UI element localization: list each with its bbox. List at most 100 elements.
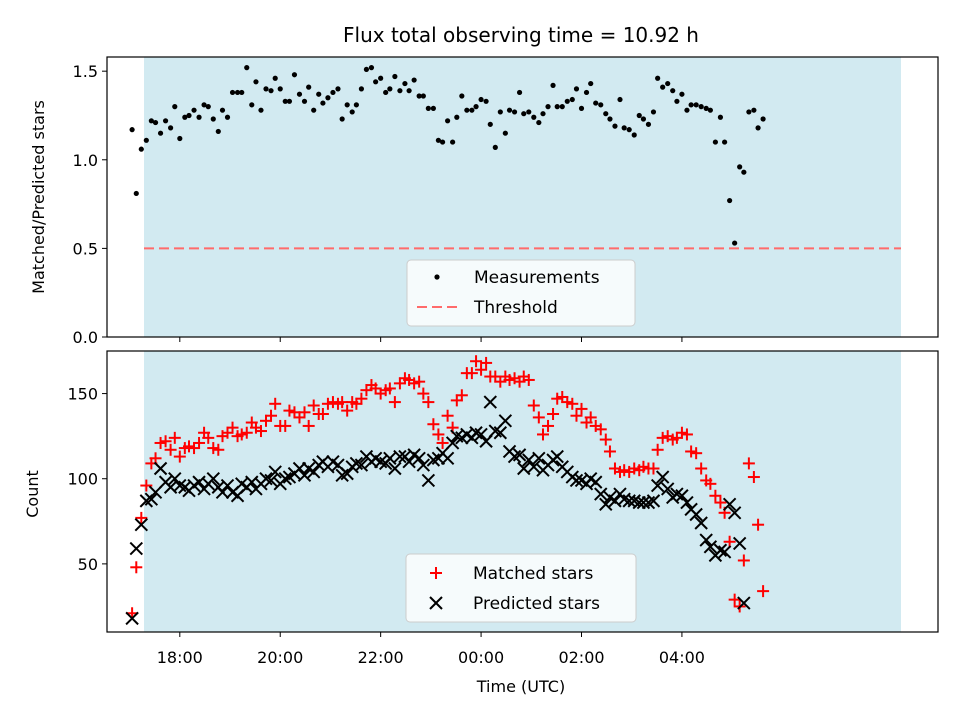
matched-star-point <box>207 442 220 455</box>
matched-star-point <box>173 450 186 463</box>
measurement-point <box>617 96 623 103</box>
measurement-point <box>679 91 685 97</box>
top-y-axis-label: Matched/Predicted stars <box>29 100 48 294</box>
measurement-point <box>301 98 308 104</box>
bottom-legend: Matched stars Predicted stars <box>405 553 637 623</box>
predicted-star-point <box>402 454 416 469</box>
measurement-point <box>392 73 398 80</box>
measurement-point <box>182 114 188 120</box>
matched-star-point <box>685 445 698 458</box>
measurement-point <box>383 89 389 96</box>
matched-star-point <box>388 396 401 409</box>
predicted-star-point <box>569 473 584 488</box>
matched-star-point <box>293 411 306 424</box>
legend-predicted-marker <box>429 596 443 610</box>
matched-star-point <box>417 387 430 400</box>
matched-star-point <box>637 460 650 473</box>
matched-star-point <box>408 377 421 390</box>
matched-star-point <box>757 585 770 598</box>
measurement-point <box>621 125 627 131</box>
measurement-point <box>578 105 585 111</box>
matched-star-point <box>594 423 607 436</box>
measurement-point <box>545 104 551 110</box>
measurement-point <box>645 121 652 127</box>
x-tick-label: 02:00 <box>558 648 604 667</box>
legend-measurements-label: Measurements <box>474 268 600 288</box>
bottom-plot-frame <box>106 350 939 633</box>
measurement-point <box>201 102 207 108</box>
bottom-y-axis: 50 100 150 <box>67 385 107 574</box>
measurement-point <box>688 102 694 108</box>
matched-star-point <box>360 384 373 397</box>
y-tick-label: 1.0 <box>73 151 98 170</box>
matched-star-point <box>307 399 320 412</box>
measurement-point <box>511 109 518 115</box>
matched-star-point <box>183 440 196 453</box>
matched-star-point <box>704 477 717 490</box>
predicted-star-point <box>134 518 149 532</box>
matched-star-point <box>288 406 301 419</box>
predicted-star-point <box>125 611 139 626</box>
matched-star-point <box>436 436 449 449</box>
predicted-star-point <box>660 482 675 496</box>
predicted-star-point <box>297 468 312 483</box>
measurement-point <box>526 109 532 115</box>
matched-star-point <box>752 518 765 531</box>
matched-stars-series <box>126 355 770 620</box>
measurements-series <box>129 65 766 246</box>
predicted-star-point <box>655 470 670 484</box>
measurement-point <box>631 132 637 138</box>
top-y-axis: 0.0 0.5 1.0 1.5 <box>73 62 107 347</box>
measurement-point <box>244 65 250 71</box>
measurement-point <box>751 107 757 113</box>
predicted-star-point <box>689 507 703 522</box>
measurement-point <box>492 144 498 150</box>
predicted-star-point <box>550 449 564 464</box>
matched-star-point <box>742 457 755 470</box>
predicted-star-point <box>703 540 718 554</box>
measurement-point <box>693 102 699 108</box>
predicted-stars-series <box>125 395 751 626</box>
top-plot-frame <box>106 56 939 338</box>
predicted-star-point <box>717 545 732 559</box>
top-panel: 0.0 0.5 1.0 1.5 Matched/Predicted stars Mea… <box>29 56 939 347</box>
matched-star-point <box>316 408 329 421</box>
measurement-point <box>286 98 293 104</box>
matched-star-point <box>254 425 267 438</box>
measurement-point <box>129 127 135 133</box>
matched-star-point <box>265 409 278 422</box>
measurement-point <box>219 107 226 113</box>
measurement-point <box>583 89 590 96</box>
y-tick-label: 50 <box>78 555 98 574</box>
measurement-point <box>168 125 174 131</box>
legend-measurements-marker <box>434 274 440 280</box>
measurement-point <box>152 119 159 126</box>
predicted-star-point <box>532 451 546 465</box>
predicted-star-point <box>722 497 737 511</box>
matched-star-point <box>570 409 583 422</box>
measurement-point <box>588 80 594 87</box>
measurement-point <box>358 86 365 92</box>
predicted-star-point <box>445 436 460 450</box>
predicted-star-point <box>148 485 163 500</box>
predicted-star-point <box>650 478 665 493</box>
matched-star-point <box>226 421 239 434</box>
measurement-point <box>186 112 192 119</box>
measurement-point <box>445 118 451 124</box>
measurement-point <box>277 86 283 92</box>
measurement-point <box>325 95 331 101</box>
measurement-point <box>741 169 747 175</box>
measurement-point <box>215 128 221 135</box>
measurement-point <box>450 139 456 145</box>
predicted-star-point <box>675 489 689 503</box>
measurement-point <box>335 86 341 92</box>
measurement-point <box>612 123 618 129</box>
predicted-star-point <box>594 487 608 501</box>
measurement-point <box>234 89 241 96</box>
matched-star-point <box>532 411 545 424</box>
predicted-star-point <box>527 460 541 474</box>
matched-star-point <box>547 408 560 421</box>
legend-matched-label: Matched stars <box>473 564 593 584</box>
measurement-point <box>454 114 460 120</box>
